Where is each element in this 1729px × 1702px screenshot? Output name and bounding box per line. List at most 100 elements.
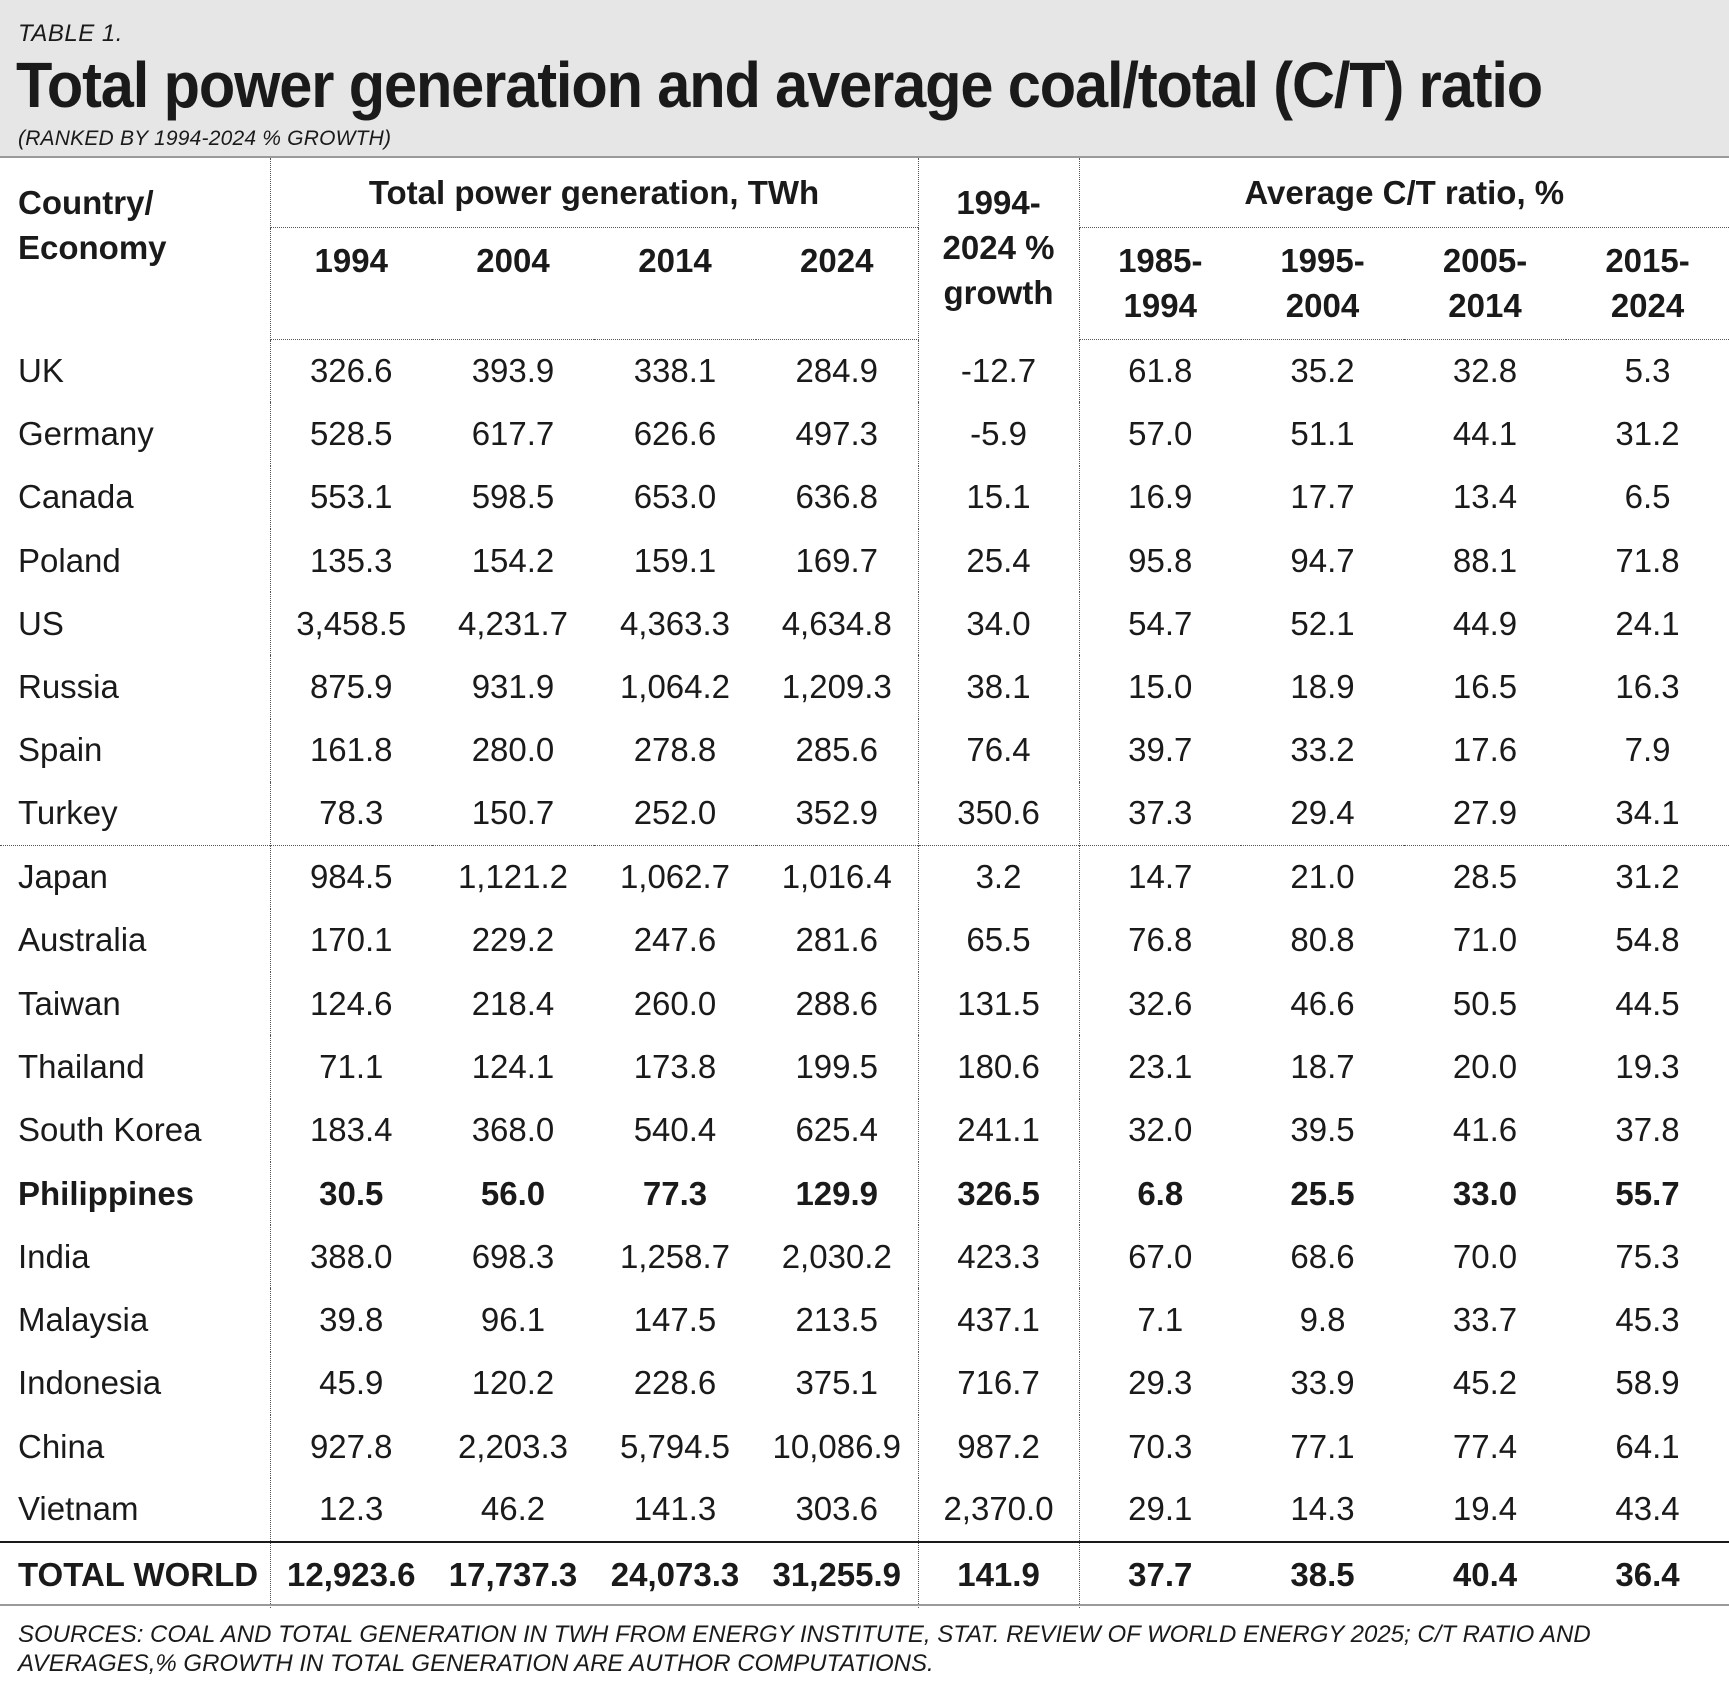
table-cell: 39.5: [1290, 1111, 1355, 1149]
table-cell: 61.8: [1128, 351, 1193, 389]
table-cell: 553.1: [309, 478, 393, 516]
table-cell: 281.6: [756, 908, 919, 972]
country-name-cell: Vietnam: [0, 1478, 271, 1542]
table-row: Japan 984.5 1,121.2 1,062.7 1,016.4 3.2 14.7 21…: [0, 844, 1729, 909]
table-cell: 6.5: [1624, 478, 1671, 516]
table-cell: 16.9: [1128, 478, 1193, 516]
table-cell: 41.6: [1452, 1111, 1518, 1149]
country-name-cell: Malaysia: [0, 1288, 271, 1352]
table-cell: 16.5: [1452, 668, 1518, 706]
table-cell: 199.5: [756, 1035, 919, 1099]
table-cell: 626.6: [633, 414, 717, 452]
table-cell: 27.9: [1452, 794, 1518, 832]
table-row: Russia 875.9 931.9 1,064.2 1,209.3 38.1 15.0 18…: [0, 655, 1729, 719]
column-header-period: 2005- 2014: [1404, 228, 1567, 340]
table-cell: 124.6: [309, 984, 393, 1022]
table-footer: SOURCES: COAL AND TOTAL GENERATION IN TW…: [0, 1604, 1729, 1702]
table-row: Germany 528.5 617.7 626.6 497.3 -5.9 57.0 51.1 4…: [0, 402, 1729, 466]
table-cell: 3,458.5: [296, 604, 407, 642]
period-start: 2005-: [1442, 242, 1528, 279]
column-header-year: 2004: [432, 228, 594, 340]
table-cell: 497.3: [756, 402, 919, 466]
table-cell: 76.8: [1128, 921, 1193, 959]
table-cell: 46.2: [480, 1490, 546, 1528]
table-cell: 65.5: [918, 908, 1080, 972]
table-cell: 58.9: [1615, 1364, 1680, 1402]
table-cell: 70.0: [1452, 1237, 1518, 1275]
table-cell: 24,073.3: [594, 1540, 756, 1608]
table-cell: 423.3: [918, 1225, 1080, 1289]
country-name-cell: UK: [0, 339, 271, 403]
table-cell: 141.9: [918, 1540, 1080, 1608]
table-cell: 31,255.9: [756, 1540, 919, 1608]
table-row: South Korea 183.4 368.0 540.4 625.4 241.1 32.0…: [0, 1098, 1729, 1162]
table-cell: 625.4: [756, 1098, 919, 1162]
table-cell: 33.7: [1452, 1301, 1518, 1339]
table-cell: 19.4: [1452, 1490, 1518, 1528]
table-cell: 77.3: [642, 1174, 708, 1212]
table-cell: 39.7: [1128, 731, 1193, 769]
table-cell: 34.1: [1615, 794, 1680, 832]
country-name-cell: Russia: [0, 655, 271, 719]
table-cell: 10,086.9: [756, 1415, 919, 1479]
table-cell: 29.3: [1128, 1364, 1193, 1402]
table-cell: 598.5: [471, 478, 555, 516]
table-cell: 120.2: [471, 1364, 555, 1402]
table-cell: 37.3: [1128, 794, 1193, 832]
table-cell: 29.4: [1290, 794, 1355, 832]
period-start: 1995-: [1280, 242, 1365, 279]
table-cell: 875.9: [309, 668, 393, 706]
period-end: 2014: [1448, 287, 1522, 324]
table-cell: 252.0: [633, 794, 717, 832]
table-title: Total power generation and average coal/…: [16, 49, 1543, 121]
table-cell: 388.0: [309, 1237, 393, 1275]
table-cell: 77.1: [1290, 1427, 1355, 1465]
table-cell: 50.5: [1452, 984, 1518, 1022]
country-name-cell: India: [0, 1225, 271, 1289]
table-row: India 388.0 698.3 1,258.7 2,030.2 423.3 67.0 68…: [0, 1225, 1729, 1289]
table-cell: 1,064.2: [619, 668, 731, 706]
table-cell: 44.1: [1452, 414, 1518, 452]
table-cell: 18.9: [1290, 668, 1355, 706]
table-cell: 135.3: [309, 541, 393, 579]
table-cell: 88.1: [1452, 541, 1518, 579]
table-cell: 260.0: [633, 984, 717, 1022]
country-name-cell: Thailand: [0, 1035, 271, 1099]
table-cell: 636.8: [756, 465, 919, 529]
column-header-period: 1995- 2004: [1241, 228, 1405, 340]
table-cell: 29.1: [1128, 1490, 1193, 1528]
table-cell: 927.8: [309, 1427, 393, 1465]
table-cell: 241.1: [918, 1098, 1080, 1162]
table-cell: 931.9: [471, 668, 555, 706]
column-header-growth-line3: growth: [943, 274, 1054, 311]
table-cell: 15.1: [918, 465, 1080, 529]
table-cell: 75.3: [1615, 1237, 1680, 1275]
table-cell: 4,231.7: [457, 604, 569, 642]
data-table: Country/ Economy Total power generation,…: [0, 158, 1729, 1608]
table-cell: 43.4: [1615, 1490, 1680, 1528]
table-cell: 150.7: [471, 794, 555, 832]
table-cell: 25.5: [1290, 1174, 1355, 1212]
table-cell: 80.8: [1290, 921, 1355, 959]
table-cell: 352.9: [756, 782, 919, 846]
table-cell: 9.8: [1299, 1301, 1346, 1339]
table-cell: 1,062.7: [594, 844, 756, 909]
table-cell: 71.8: [1615, 541, 1680, 579]
table-cell: 12.3: [319, 1490, 384, 1528]
table-cell: 169.7: [756, 528, 919, 593]
table-cell: 18.7: [1290, 1047, 1355, 1085]
column-group-ratio: Average C/T ratio, %: [1079, 158, 1729, 228]
table-cell: 12,923.6: [270, 1540, 432, 1608]
table-cell: 393.9: [471, 351, 555, 389]
column-group-ratio-label: Average C/T ratio, %: [1079, 158, 1729, 228]
table-cell: 170.1: [309, 921, 393, 959]
table-row: Indonesia 45.9 120.2 228.6 375.1 716.7 29.3 33.…: [0, 1351, 1729, 1416]
table-cell: 45.9: [319, 1364, 384, 1402]
table-cell: 1,258.7: [619, 1237, 731, 1275]
table-cell: 71.1: [319, 1047, 384, 1085]
period-end: 2004: [1285, 287, 1360, 324]
table-cell: 228.6: [633, 1364, 717, 1402]
table-cell: 78.3: [319, 794, 384, 832]
table-cell: 129.9: [756, 1161, 919, 1226]
table-cell: 183.4: [309, 1111, 393, 1149]
